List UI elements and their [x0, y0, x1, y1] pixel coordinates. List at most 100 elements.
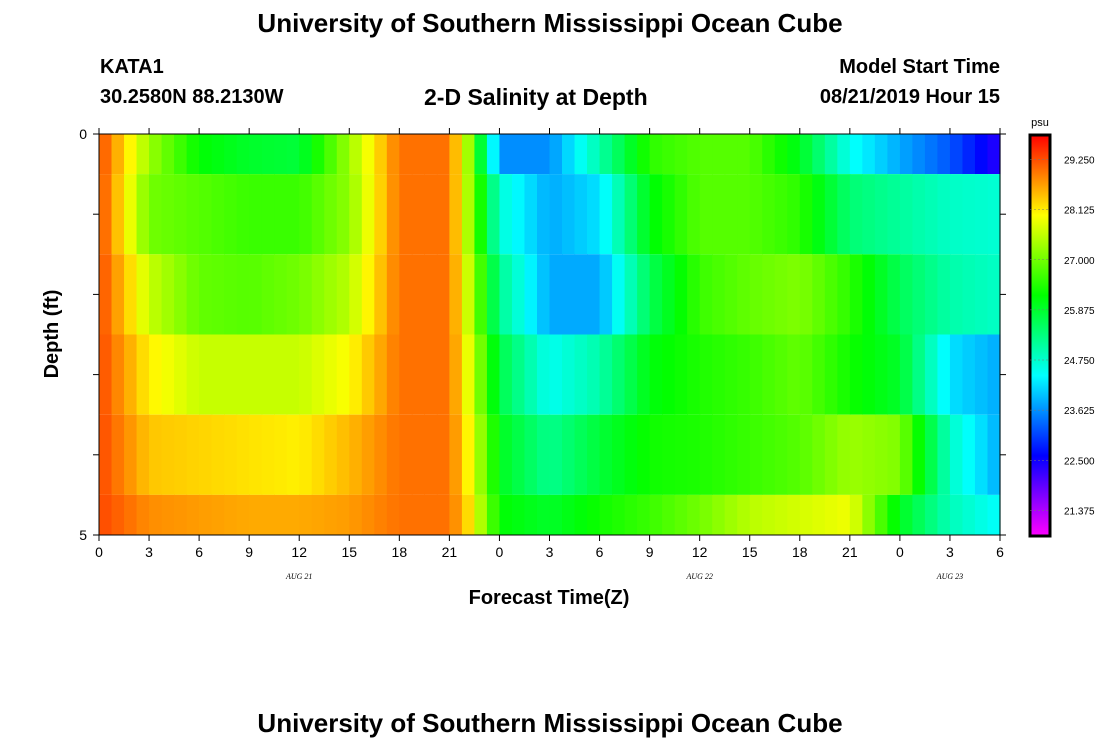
heatmap-cell: [549, 134, 563, 175]
heatmap-cell: [461, 494, 476, 535]
heatmap-cell: [311, 414, 325, 495]
heatmap-cell: [987, 254, 1001, 335]
heatmap-cell: [787, 494, 801, 535]
heatmap-cell: [874, 494, 888, 535]
heatmap-cell: [199, 174, 213, 255]
heatmap-cell: [624, 254, 638, 335]
heatmap-cell: [149, 334, 163, 415]
heatmap-cell: [511, 494, 526, 535]
heatmap-cell: [224, 494, 238, 535]
heatmap-cell: [449, 414, 463, 495]
heatmap-cell: [849, 174, 863, 255]
heatmap-cell: [974, 134, 989, 175]
heatmap-cell: [837, 174, 851, 255]
heatmap-cell: [762, 134, 776, 175]
heatmap-cell: [862, 334, 876, 415]
heatmap-cell: [374, 334, 388, 415]
heatmap-cell: [224, 414, 238, 495]
heatmap-cell: [99, 494, 113, 535]
heatmap-cell: [737, 494, 751, 535]
heatmap-cell: [311, 134, 325, 175]
heatmap-cell: [274, 134, 288, 175]
heatmap-cell: [774, 254, 788, 335]
heatmap-cell: [424, 174, 438, 255]
heatmap-cell: [787, 254, 801, 335]
heatmap-cell: [562, 134, 576, 175]
heatmap-cell: [286, 174, 300, 255]
heatmap-cell: [737, 174, 751, 255]
station-id: KATA1: [100, 56, 164, 78]
heatmap-cell: [574, 494, 588, 535]
heatmap-cell: [499, 254, 513, 335]
heatmap-cell: [824, 254, 838, 335]
heatmap-cell: [161, 334, 175, 415]
x-axis-title: Forecast Time(Z): [469, 587, 630, 609]
x-tick-label: 18: [792, 544, 808, 560]
heatmap-cell: [111, 494, 125, 535]
heatmap-cell: [149, 414, 163, 495]
heatmap-cell: [249, 134, 263, 175]
heatmap-cell: [799, 254, 813, 335]
heatmap-cell: [324, 494, 338, 535]
heatmap-cell: [299, 254, 313, 335]
heatmap-cell: [249, 174, 263, 255]
heatmap-cell: [562, 254, 576, 335]
heatmap-cell: [411, 334, 425, 415]
heatmap-cell: [249, 414, 263, 495]
heatmap-cell: [724, 334, 738, 415]
heatmap-cell: [599, 334, 613, 415]
heatmap-cell: [937, 254, 951, 335]
plot-title: 2-D Salinity at Depth: [424, 84, 648, 110]
heatmap-cell: [562, 494, 576, 535]
heatmap-cell: [399, 254, 413, 335]
heatmap-cell: [899, 254, 913, 335]
x-tick-label: 21: [842, 544, 858, 560]
heatmap-cell: [862, 494, 876, 535]
heatmap-cell: [249, 254, 263, 335]
heatmap-cell: [762, 254, 776, 335]
heatmap-cell: [874, 334, 888, 415]
heatmap-cell: [399, 134, 413, 175]
heatmap-cell: [136, 334, 150, 415]
heatmap-cell: [424, 254, 438, 335]
heatmap-cell: [662, 174, 676, 255]
heatmap-cell: [587, 134, 601, 175]
heatmap-cell: [987, 134, 1001, 175]
heatmap-cell: [124, 334, 138, 415]
heatmap-cell: [962, 414, 976, 495]
heatmap-cell: [749, 414, 763, 495]
heatmap-cell: [174, 334, 188, 415]
heatmap-cell: [124, 134, 138, 175]
heatmap-cell: [887, 254, 901, 335]
heatmap-cell: [899, 334, 913, 415]
heatmap-cell: [762, 334, 776, 415]
heatmap-cell: [336, 334, 350, 415]
heatmap-cell: [474, 414, 488, 495]
heatmap-cell: [286, 134, 300, 175]
heatmap-cell: [336, 134, 350, 175]
heatmap-cell: [261, 334, 275, 415]
heatmap-cell: [236, 134, 250, 175]
heatmap-cell: [499, 134, 513, 175]
heatmap-cell: [937, 414, 951, 495]
heatmap-cell: [249, 494, 263, 535]
heatmap-cell: [812, 254, 826, 335]
heatmap-cell: [837, 494, 851, 535]
heatmap-cell: [136, 414, 150, 495]
heatmap-cell: [937, 334, 951, 415]
heatmap-cell: [674, 334, 688, 415]
heatmap-cell: [637, 254, 651, 335]
heatmap-cell: [299, 174, 313, 255]
x-tick-label: 18: [392, 544, 408, 560]
heatmap-cell: [924, 414, 939, 495]
heatmap-cell: [799, 494, 813, 535]
heatmap-cell: [436, 414, 450, 495]
heatmap-cell: [737, 414, 751, 495]
heatmap-cell: [737, 134, 751, 175]
heatmap-cell: [461, 134, 476, 175]
heatmap-cell: [712, 494, 726, 535]
heatmap-cell: [587, 334, 601, 415]
heatmap-cell: [599, 414, 613, 495]
heatmap-cell: [524, 334, 538, 415]
heatmap-cell: [299, 494, 313, 535]
